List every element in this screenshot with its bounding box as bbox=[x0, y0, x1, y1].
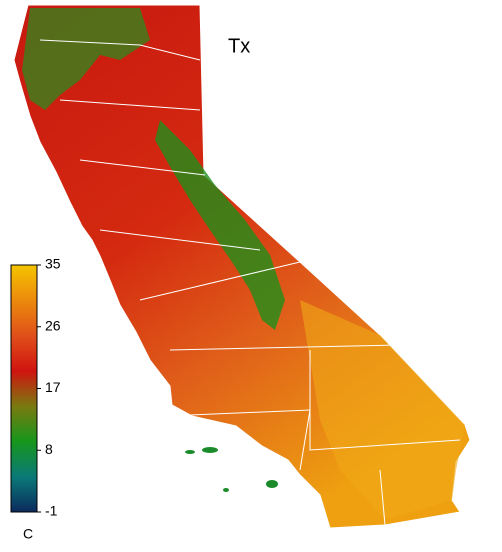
county-line bbox=[59, 99, 201, 111]
desert bbox=[300, 300, 465, 520]
county-line bbox=[139, 261, 301, 301]
county-line bbox=[309, 350, 461, 451]
colorbar-tick-label: 35 bbox=[45, 256, 61, 272]
colorbar-tick-label: 8 bbox=[45, 441, 53, 457]
county-line bbox=[169, 344, 401, 351]
map-title: Tx bbox=[228, 35, 250, 57]
colorbar bbox=[10, 264, 38, 513]
county-line bbox=[99, 229, 261, 251]
county-lines bbox=[39, 39, 461, 526]
island bbox=[202, 447, 218, 453]
county-line bbox=[79, 159, 206, 176]
northern-forest bbox=[22, 8, 150, 110]
colorbar-unit: C bbox=[23, 526, 33, 542]
state-map bbox=[13, 4, 471, 529]
island bbox=[266, 480, 278, 488]
island bbox=[223, 488, 229, 492]
county-line bbox=[39, 39, 201, 61]
island bbox=[185, 450, 195, 454]
colorbar-tick-label: 17 bbox=[45, 379, 61, 395]
county-line bbox=[379, 469, 386, 526]
colorbar-tick-label: 26 bbox=[45, 317, 61, 333]
colorbar-tick-label: -1 bbox=[45, 503, 58, 519]
